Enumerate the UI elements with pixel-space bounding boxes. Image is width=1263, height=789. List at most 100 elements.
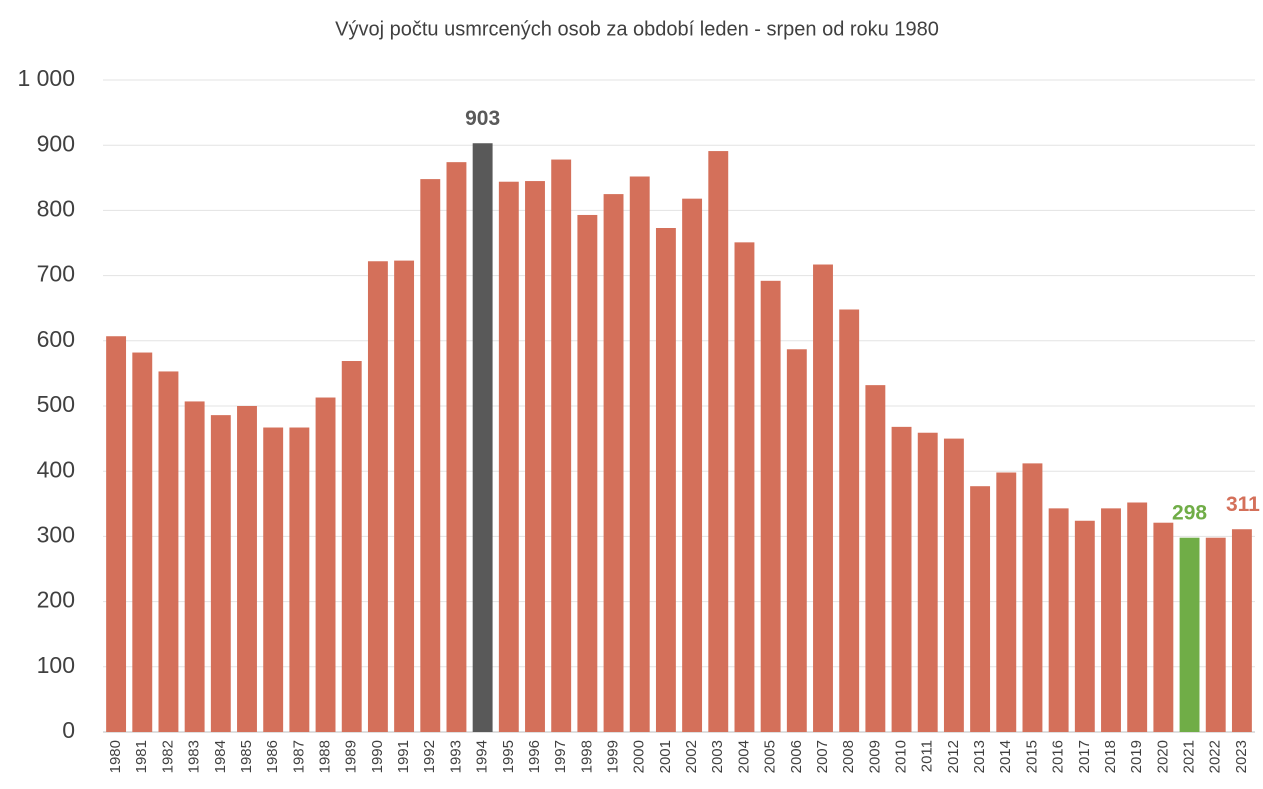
- x-tick-label: 1990: [369, 740, 386, 773]
- y-tick-label: 0: [62, 717, 75, 743]
- x-tick-label: 1992: [421, 740, 438, 773]
- bar: [891, 426, 912, 732]
- x-tick-label: 2023: [1233, 740, 1250, 773]
- y-tick-label: 800: [37, 195, 75, 221]
- x-tick-label: 1985: [238, 740, 255, 773]
- x-tick-label: 1983: [186, 740, 203, 773]
- x-tick-label: 2006: [788, 740, 805, 773]
- bar: [367, 261, 388, 732]
- x-tick-label: 2018: [1102, 740, 1119, 773]
- bar: [655, 228, 676, 732]
- x-tick-label: 1981: [133, 740, 150, 773]
- x-tick-label: 1998: [578, 740, 595, 773]
- bar: [472, 143, 493, 732]
- bar: [682, 198, 703, 732]
- x-tick-label: 2000: [631, 740, 648, 773]
- y-tick-label: 900: [37, 130, 75, 156]
- x-tick-label: 2012: [945, 740, 962, 773]
- x-tick-label: 2013: [971, 740, 988, 773]
- x-tick-label: 1995: [500, 740, 517, 773]
- bar: [498, 181, 519, 732]
- bar: [315, 397, 336, 732]
- x-tick-label: 1987: [290, 740, 307, 773]
- x-tick-label: 2011: [919, 740, 936, 772]
- x-tick-label: 2003: [709, 740, 726, 773]
- x-tick-label: 1984: [212, 740, 229, 773]
- bar: [1101, 508, 1121, 732]
- y-tick-label: 100: [37, 652, 75, 678]
- bar: [551, 159, 572, 732]
- bar: [525, 181, 545, 732]
- bar: [865, 385, 886, 732]
- x-tick-label: 1982: [159, 740, 176, 773]
- y-tick-label: 1 000: [17, 65, 75, 91]
- y-tick-label: 200: [37, 587, 75, 613]
- bar: [289, 427, 310, 732]
- bar: [1048, 508, 1069, 732]
- bar: [1022, 463, 1043, 732]
- data-label: 311: [1226, 493, 1260, 516]
- x-tick-label: 2016: [1050, 740, 1067, 773]
- bar: [394, 260, 415, 732]
- x-tick-label: 1986: [264, 740, 281, 773]
- x-tick-label: 1991: [395, 740, 412, 773]
- x-tick-label: 2010: [893, 740, 910, 773]
- x-tick-label: 1996: [526, 740, 543, 773]
- x-tick-label: 2008: [840, 740, 857, 773]
- x-tick-label: 1997: [552, 740, 569, 773]
- y-tick-label: 600: [37, 326, 75, 352]
- bar: [577, 214, 598, 733]
- bar: [446, 162, 467, 733]
- bar: [1127, 502, 1148, 732]
- data-label: 298: [1172, 501, 1207, 524]
- bar: [1205, 537, 1226, 732]
- bar: [943, 438, 964, 732]
- bar: [917, 432, 938, 732]
- x-tick-label: 2009: [866, 740, 883, 773]
- x-tick-label: 1989: [343, 740, 360, 773]
- x-tick-label: 1993: [447, 740, 464, 773]
- y-tick-label: 300: [37, 521, 75, 547]
- bar: [839, 309, 860, 732]
- x-tick-label: 2021: [1181, 740, 1198, 773]
- bar: [1179, 537, 1200, 732]
- bar: [106, 336, 127, 732]
- bar: [603, 194, 624, 733]
- data-label: 903: [465, 107, 500, 130]
- x-tick-label: 2020: [1154, 740, 1171, 773]
- x-tick-label: 2002: [683, 740, 700, 773]
- bar: [184, 401, 205, 732]
- y-tick-label: 500: [37, 391, 75, 417]
- bar: [996, 472, 1017, 732]
- x-tick-label: 2019: [1128, 740, 1145, 773]
- bar: [970, 486, 991, 732]
- x-tick-label: 2022: [1207, 740, 1224, 773]
- x-tick-label: 1980: [107, 740, 124, 773]
- x-tick-label: 1994: [474, 740, 491, 773]
- x-tick-label: 2005: [762, 740, 779, 773]
- bar: [813, 264, 833, 732]
- x-tick-label: 2015: [1023, 740, 1040, 773]
- bar: [210, 415, 231, 732]
- bar: [1153, 522, 1174, 732]
- x-tick-label: 2017: [1076, 740, 1093, 773]
- bar: [760, 280, 781, 732]
- bar: [420, 179, 441, 732]
- x-tick-label: 2001: [657, 740, 674, 773]
- x-tick-label: 2004: [735, 740, 752, 773]
- chart-title: Vývoj počtu usmrcených osob za období le…: [335, 18, 939, 40]
- bar: [708, 151, 729, 732]
- bar: [734, 242, 755, 732]
- x-tick-label: 2007: [814, 740, 831, 773]
- bar: [263, 427, 284, 732]
- bar: [629, 176, 650, 733]
- x-tick-label: 1999: [605, 740, 622, 773]
- y-tick-label: 400: [37, 456, 75, 482]
- x-tick-label: 1988: [317, 740, 334, 773]
- bar: [1074, 520, 1095, 732]
- x-tick-label: 2014: [997, 740, 1014, 773]
- bar: [1231, 529, 1252, 732]
- bar: [132, 352, 153, 732]
